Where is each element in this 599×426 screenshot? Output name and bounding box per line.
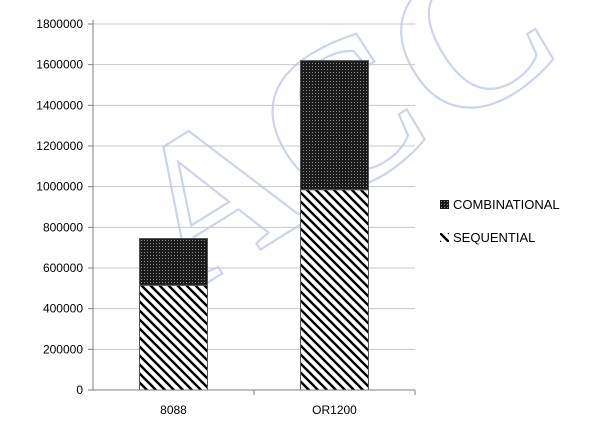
bar-segment-sequential-or1200 (300, 189, 369, 391)
bar-segment-sequential-8088 (139, 284, 208, 391)
y-tick-label: 0 (76, 383, 83, 397)
legend-swatch-combinational (440, 200, 449, 209)
x-tick-label: OR1200 (312, 403, 357, 417)
y-tick-label: 1400000 (36, 98, 83, 112)
x-tick-label: 8088 (160, 403, 187, 417)
bar-segment-combinational-or1200 (300, 60, 369, 191)
y-tick-label: 600000 (43, 261, 83, 275)
y-tick-label: 800000 (43, 220, 83, 234)
y-tick-label: 1000000 (36, 180, 83, 194)
bars (139, 60, 369, 391)
y-tick-label: 1200000 (36, 139, 83, 153)
y-tick-label: 1800000 (36, 17, 83, 31)
y-tick-label: 200000 (43, 342, 83, 356)
legend-swatch-sequential (440, 233, 449, 242)
y-tick-label: 400000 (43, 302, 83, 316)
legend-label-combinational: COMBINATIONAL (453, 197, 560, 212)
legend-label-sequential: SEQUENTIAL (453, 230, 535, 245)
bar-segment-combinational-8088 (139, 238, 208, 286)
y-axis-tick-labels: 0 200000 400000 600000 800000 1000000 1200000 1… (36, 17, 83, 397)
y-tick-label: 1600000 (36, 58, 83, 72)
axes (88, 20, 416, 395)
legend: COMBINATIONAL SEQUENTIAL (440, 197, 560, 245)
x-axis-tick-labels: 8088 OR1200 (160, 403, 357, 417)
